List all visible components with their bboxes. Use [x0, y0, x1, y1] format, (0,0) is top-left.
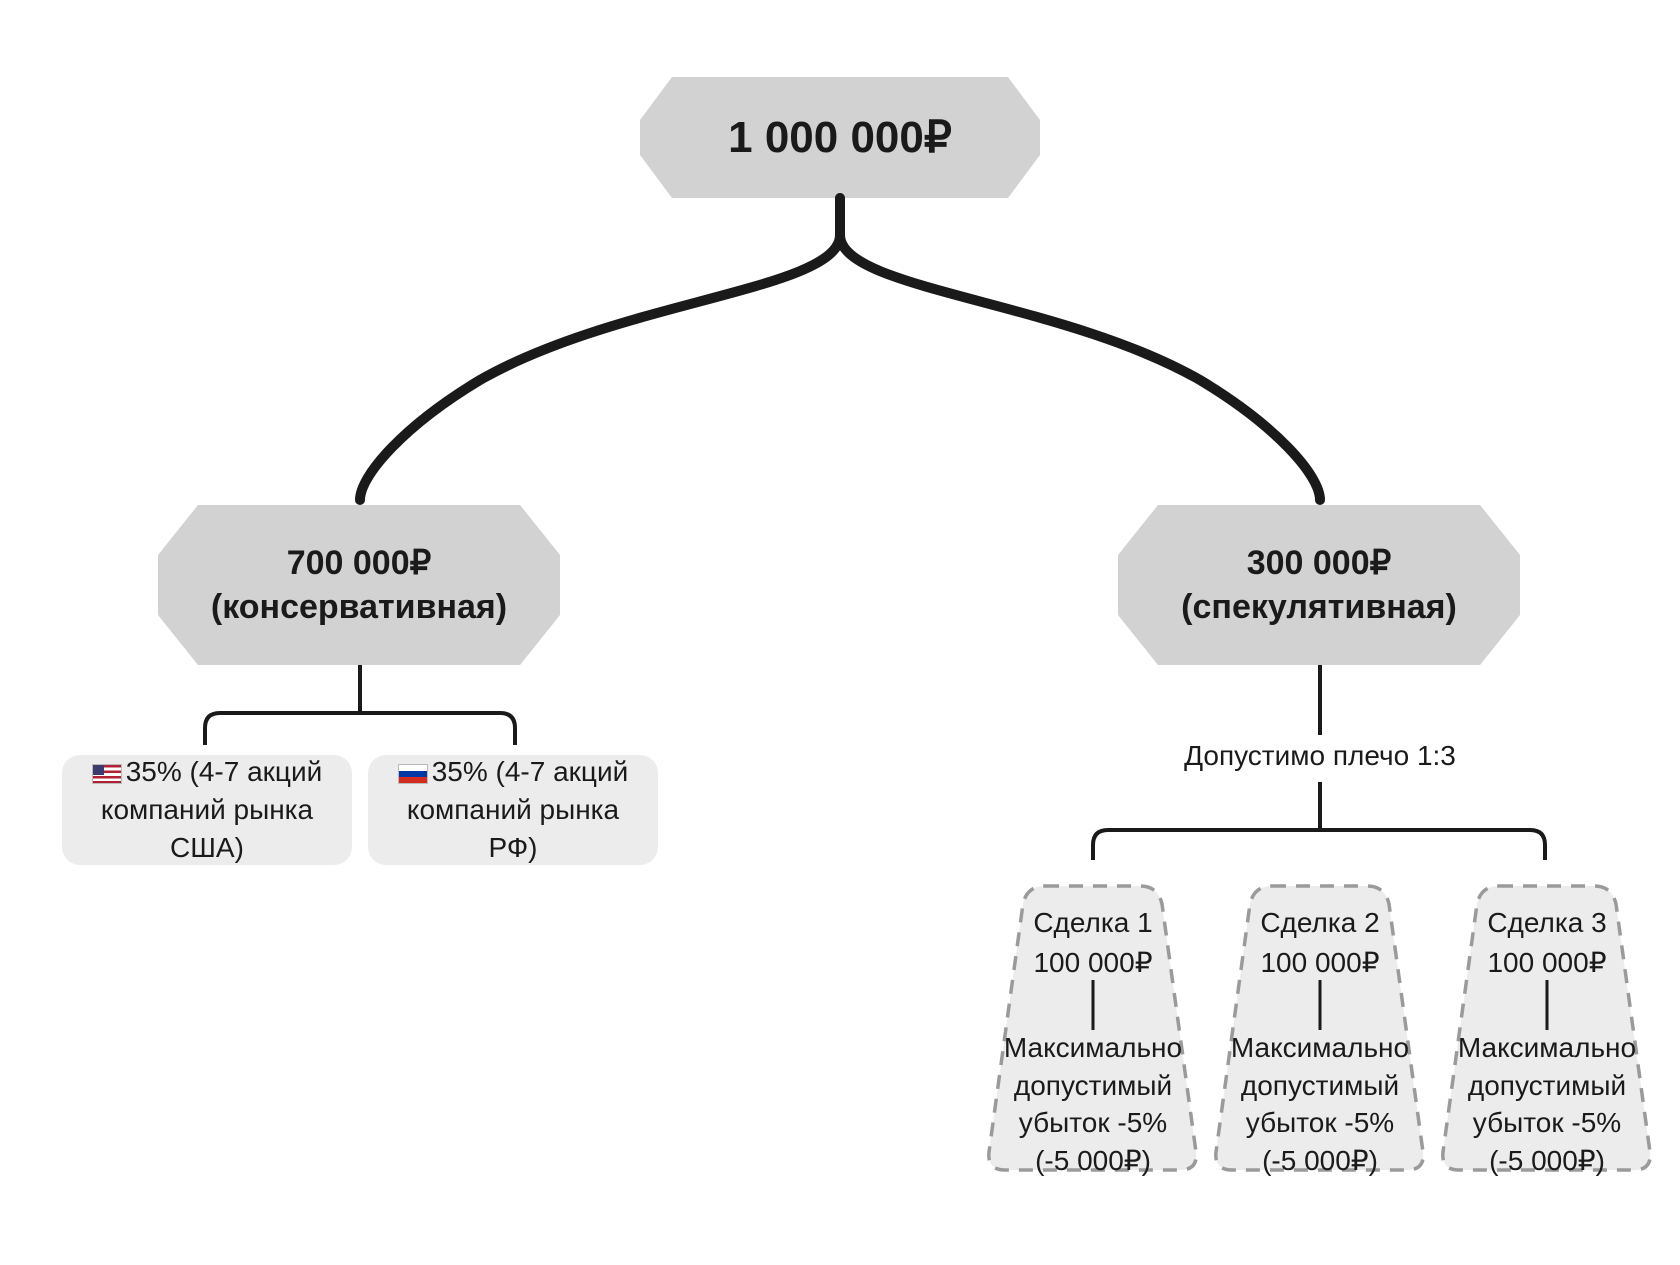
root-text: 1 000 000₽: [728, 112, 952, 163]
left-leaf-2-line2: компаний рынка РФ): [382, 791, 644, 867]
left-branch-label: 700 000₽ (консервативная): [158, 505, 560, 665]
left-leaf-1: 35% (4-7 акций компаний рынка США): [62, 755, 352, 865]
deal-2-loss3: убыток -5%: [1246, 1104, 1394, 1142]
deal-spacer: [1319, 982, 1321, 1029]
deal-2-loss2: допустимый: [1241, 1067, 1399, 1105]
deal-spacer: [1546, 982, 1548, 1029]
edge-left-bracket: [205, 713, 515, 745]
right-title: 300 000₽: [1247, 541, 1392, 585]
right-subtitle: (спекулятивная): [1181, 585, 1457, 629]
deal-1-loss2: допустимый: [1014, 1067, 1172, 1105]
deal-1-loss3: убыток -5%: [1019, 1104, 1167, 1142]
right-annotation: Допустимо плечо 1:3: [1120, 740, 1520, 772]
ru-flag-icon: [398, 764, 428, 784]
deal-3-title: Сделка 3: [1487, 904, 1606, 942]
deal-3-amount: 100 000₽: [1487, 944, 1606, 982]
deal-2-loss4: (-5 000₽): [1262, 1142, 1378, 1180]
edge-root-left: [360, 198, 840, 500]
deal-3: Сделка 3 100 000₽ Максимально допустимый…: [1437, 880, 1657, 1180]
us-flag-icon: [92, 764, 122, 784]
left-leaf-2-line1: 35% (4-7 акций: [398, 753, 629, 791]
deal-2-amount: 100 000₽: [1260, 944, 1379, 982]
left-leaf-1-line1: 35% (4-7 акций: [92, 753, 323, 791]
deal-1: Сделка 1 100 000₽ Максимально допустимый…: [983, 880, 1203, 1180]
deal-3-loss4: (-5 000₽): [1489, 1142, 1605, 1180]
deal-3-loss1: Максимально: [1458, 1029, 1636, 1067]
left-leaf-2: 35% (4-7 акций компаний рынка РФ): [368, 755, 658, 865]
deal-3-loss2: допустимый: [1468, 1067, 1626, 1105]
deal-spacer: [1092, 982, 1094, 1029]
deal-1-loss1: Максимально: [1004, 1029, 1182, 1067]
deal-1-loss4: (-5 000₽): [1035, 1142, 1151, 1180]
deal-2: Сделка 2 100 000₽ Максимально допустимый…: [1210, 880, 1430, 1180]
deal-1-amount: 100 000₽: [1033, 944, 1152, 982]
right-annotation-text: Допустимо плечо 1:3: [1184, 740, 1456, 771]
edge-root-right: [840, 198, 1320, 500]
deal-1-title: Сделка 1: [1033, 904, 1152, 942]
left-subtitle: (консервативная): [211, 585, 507, 629]
deal-3-loss3: убыток -5%: [1473, 1104, 1621, 1142]
root-label: 1 000 000₽: [640, 77, 1040, 198]
deal-2-loss1: Максимально: [1231, 1029, 1409, 1067]
edge-right-bracket: [1093, 830, 1545, 860]
left-leaf-1-line2: компаний рынка США): [76, 791, 338, 867]
left-title: 700 000₽: [287, 541, 432, 585]
deal-2-title: Сделка 2: [1260, 904, 1379, 942]
right-branch-label: 300 000₽ (спекулятивная): [1118, 505, 1520, 665]
